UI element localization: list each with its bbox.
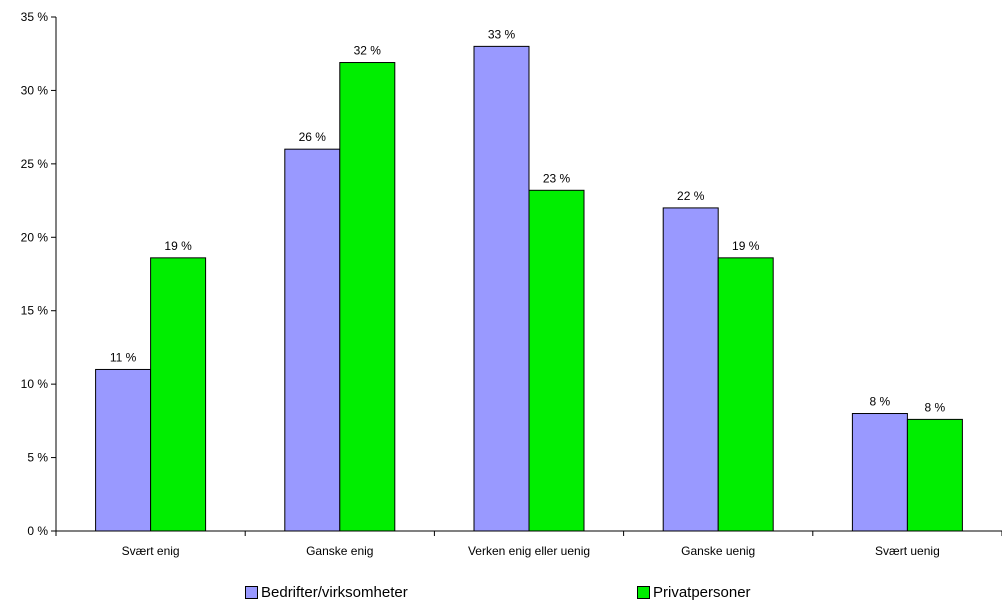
legend-item-series-2: Privatpersoner (637, 584, 751, 601)
x-tick-label: Verken enig eller uenig (468, 544, 590, 558)
legend: Bedrifter/virksomheter Privatpersoner (0, 584, 1002, 601)
data-label-series-2: 32 % (354, 44, 382, 58)
legend-swatch-series-2 (637, 586, 650, 599)
legend-item-series-1: Bedrifter/virksomheter (245, 584, 408, 601)
data-label-series-2: 19 % (164, 239, 192, 253)
data-label-series-2: 8 % (925, 400, 946, 414)
data-label-series-1: 33 % (488, 27, 516, 41)
bar-series-2 (528, 189, 585, 532)
data-label-series-1: 22 % (677, 189, 705, 203)
y-tick-label: 35 % (21, 10, 49, 24)
bar-series-1 (662, 207, 719, 532)
x-tick-label: Svært uenig (875, 544, 940, 558)
bar-series-2 (150, 257, 207, 532)
bars (95, 45, 963, 532)
bar-series-1 (851, 413, 908, 532)
data-label-series-1: 11 % (110, 350, 137, 364)
bar-series-1 (473, 45, 530, 532)
y-tick-label: 10 % (21, 377, 49, 391)
x-tick-label: Ganske uenig (681, 544, 755, 558)
data-label-series-2: 19 % (732, 239, 760, 253)
y-tick-label: 30 % (21, 83, 49, 97)
y-tick-label: 20 % (21, 230, 49, 244)
bar-series-1 (95, 368, 152, 532)
y-tick-label: 15 % (21, 304, 49, 318)
data-labels: 11 % 19 % 26 % 32 % 33 % 23 % 22 % 19 % 8 % 8 % (110, 27, 946, 414)
legend-label-series-1: Bedrifter/virksomheter (261, 584, 408, 601)
bar-series-1 (284, 148, 341, 532)
axes: 0 % 5 % 10 % 15 % 20 % 25 % 30 % 35 % Svært enig… (21, 10, 1002, 558)
data-label-series-2: 23 % (543, 171, 571, 185)
y-tick-label: 0 % (27, 524, 48, 538)
y-tick-label: 5 % (27, 451, 48, 465)
data-label-series-1: 8 % (870, 395, 891, 409)
bar-series-2 (339, 62, 396, 532)
x-tick-label: Ganske enig (306, 544, 373, 558)
legend-label-series-2: Privatpersoner (653, 584, 751, 601)
bar-chart: 0 % 5 % 10 % 15 % 20 % 25 % 30 % 35 % Svært enig… (21, 10, 1002, 558)
y-tick-label: 25 % (21, 157, 49, 171)
data-label-series-1: 26 % (299, 130, 327, 144)
bar-series-2 (717, 257, 774, 532)
legend-swatch-series-1 (245, 586, 258, 599)
x-tick-label: Svært enig (122, 544, 180, 558)
bar-series-2 (906, 418, 963, 532)
